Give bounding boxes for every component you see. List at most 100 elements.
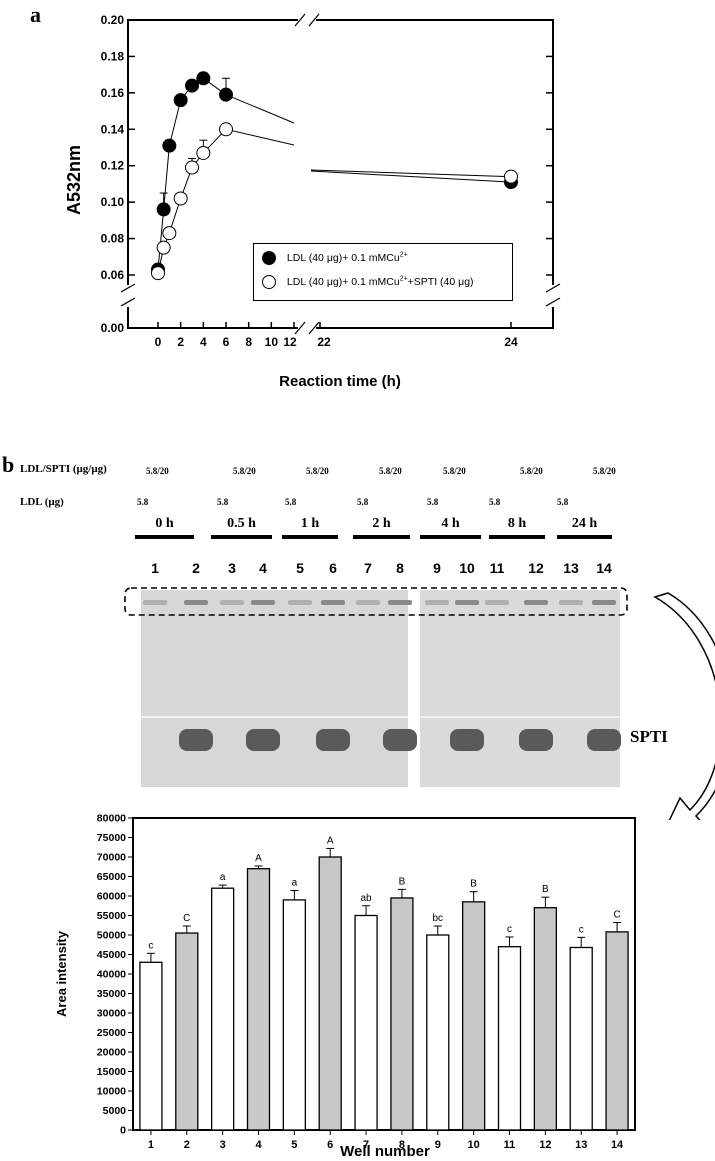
lane-number: 11: [489, 560, 505, 576]
ldl-spti-ratio-value: 5.8/20: [306, 466, 329, 476]
spti-band-label: SPTI: [630, 727, 668, 746]
time-group-label: 1 h: [300, 516, 320, 531]
x-tick-label: 8: [399, 1139, 405, 1151]
y-tick-label: 0.20: [101, 13, 125, 27]
plot-frame: [132, 817, 636, 1131]
significance-letter: bc: [433, 913, 444, 924]
spti-band: [246, 729, 280, 751]
gel-left-panel: [141, 590, 408, 787]
y-axis-label: A532nm: [64, 145, 84, 215]
significance-letter: c: [148, 940, 153, 951]
axis-break-mark: [120, 283, 136, 293]
x-tick-label: 11: [504, 1139, 516, 1151]
dashed-band-box: [124, 587, 628, 616]
x-tick-label: 6: [223, 335, 230, 349]
bar: [246, 868, 271, 1131]
series-line-after-break: [310, 170, 512, 183]
axis-break-mark: [308, 321, 320, 335]
lane-number: 12: [528, 560, 544, 576]
ldl-band: [388, 600, 412, 605]
legend-item-ldl-cu: LDL (40 μg)+ 0.1 mMCu2+: [262, 251, 408, 265]
y-tick-label: 0.14: [101, 122, 125, 136]
time-group-label: 24 h: [571, 516, 598, 531]
significance-letter: C: [183, 913, 190, 924]
spti-band: [450, 729, 484, 751]
significance-letter: B: [542, 884, 549, 895]
gel-right-panel: [420, 590, 620, 787]
y-tick-label: 0.16: [101, 86, 125, 100]
x-tick-label: 2: [177, 335, 184, 349]
legend-filled-circle-icon: [262, 251, 276, 265]
significance-letter: c: [507, 924, 512, 935]
time-group-label: 8 h: [507, 516, 527, 531]
lane-number: 13: [563, 560, 579, 576]
bar: [426, 934, 450, 1131]
significance-letter: B: [470, 879, 477, 890]
significance-letter: A: [255, 853, 262, 864]
bar: [461, 901, 486, 1131]
legend-1-text-a: LDL (40: [286, 252, 327, 265]
data-point-open: [173, 191, 188, 206]
x-tick-label: 10: [468, 1139, 480, 1151]
bar: [390, 897, 414, 1131]
lane-number: 5: [296, 560, 304, 576]
bar: [354, 914, 378, 1131]
time-group-bar: [489, 535, 545, 539]
bar: [139, 961, 163, 1131]
axis-break-mark: [308, 13, 320, 27]
spti-band: [587, 729, 621, 751]
significance-letter: a: [292, 878, 298, 889]
data-point-open: [151, 266, 165, 281]
data-point-filled: [173, 93, 188, 108]
axis-break-mark: [294, 13, 306, 27]
x-tick-label: 12: [283, 335, 297, 349]
y-tick-label: 40000: [97, 969, 126, 981]
y-axis-break-mask: [122, 285, 134, 307]
ldl-band: [425, 600, 449, 605]
bar: [210, 887, 235, 1131]
lane-number: 2: [192, 560, 200, 576]
data-point-filled: [162, 138, 177, 153]
significance-letter: ab: [361, 893, 373, 904]
y-tick-label: 0.00: [101, 321, 125, 335]
legend-2-text-c: +SPTI (40 μg): [407, 276, 474, 289]
ldl-spti-ratio-value: 5.8/20: [146, 466, 169, 476]
ldl-row-label: LDL (μg): [20, 496, 64, 508]
legend-1-text-b: μg)+ 0.1 mMCu: [326, 252, 400, 265]
data-point-filled: [185, 78, 199, 93]
bar: [318, 856, 342, 1131]
ldl-band: [559, 600, 583, 605]
bar: [605, 931, 629, 1131]
y-tick-label: 55000: [97, 910, 126, 922]
legend-item-ldl-cu-spti: LDL (40 μg)+ 0.1 mMCu2++SPTI (40 μg): [262, 275, 474, 289]
y-tick-label: 10000: [97, 1086, 126, 1098]
legend-2-text-b: μg)+ 0.1 mMCu: [326, 276, 400, 289]
bar: [569, 946, 593, 1131]
x-tick-label: 3: [220, 1139, 226, 1151]
x-tick-label: 7: [363, 1139, 369, 1151]
axis-break-mark: [120, 297, 136, 307]
ldl-spti-ratio-value: 5.8/20: [593, 466, 616, 476]
western-blot-gel: [124, 587, 715, 820]
time-group-bar: [420, 535, 481, 539]
ldl-spti-ratio-value: 5.8/20: [379, 466, 402, 476]
ldl-spti-ratio-value: 5.8/20: [443, 466, 466, 476]
ldl-spti-row-label: LDL/SPTI (μg/μg): [20, 463, 107, 475]
time-group-bar: [211, 535, 272, 539]
x-tick-label: 22: [317, 335, 331, 349]
y-tick-label: 0.08: [101, 232, 125, 246]
x-tick-label: 12: [539, 1139, 551, 1151]
spti-band: [316, 729, 350, 751]
ldl-band: [592, 600, 616, 605]
y-tick-label: 20000: [97, 1047, 126, 1059]
lane-number: 14: [596, 560, 612, 576]
ldl-band: [524, 600, 548, 605]
x-tick-label: 8: [245, 335, 252, 349]
lane-number: 6: [329, 560, 337, 576]
time-group-bar: [353, 535, 410, 539]
ldl-band: [220, 600, 244, 605]
axis-break-mark: [545, 297, 561, 307]
legend-1-sup: 2+: [399, 251, 408, 259]
ldl-band: [143, 600, 167, 605]
